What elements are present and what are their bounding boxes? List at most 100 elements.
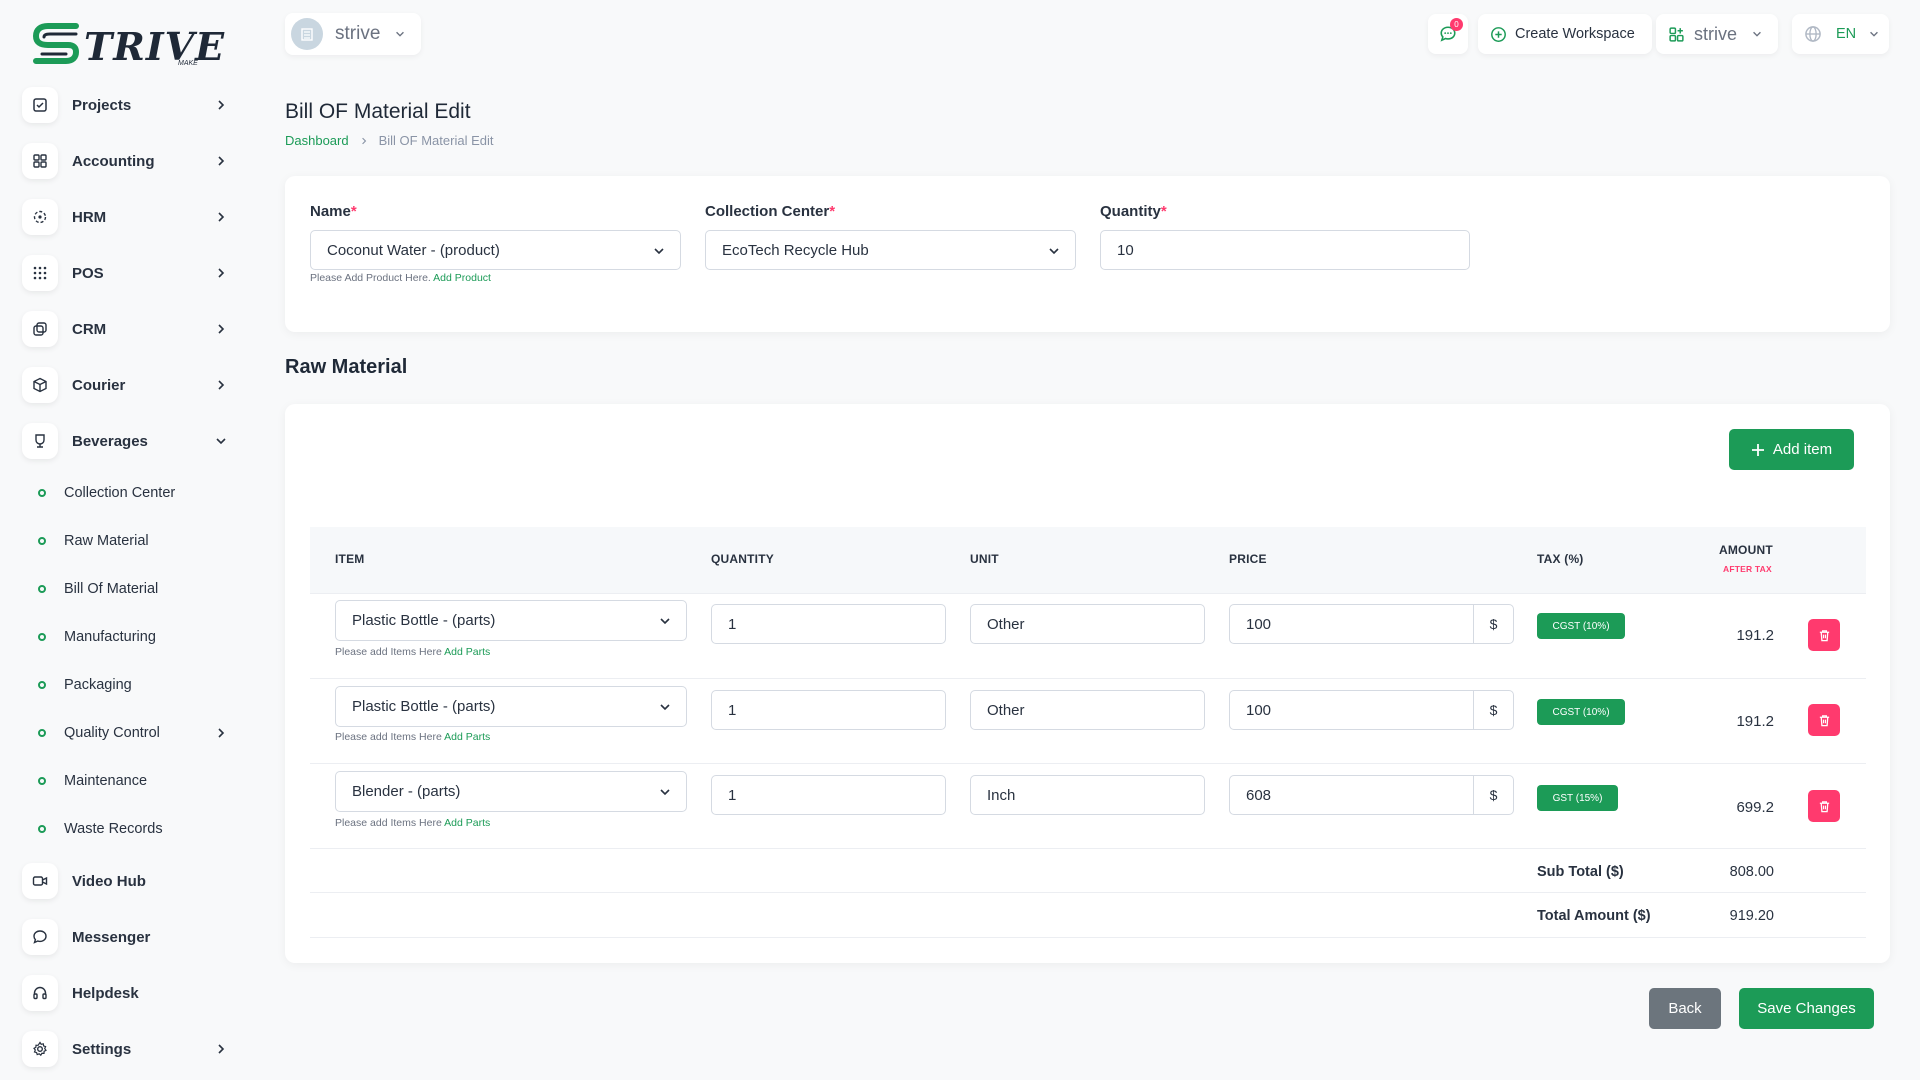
- sidebar-subitem-label: Collection Center: [64, 485, 176, 501]
- amount-value: 699.2: [1736, 799, 1774, 816]
- column-header-amount: AMOUNT: [1719, 543, 1773, 557]
- quantity-input[interactable]: 1: [711, 690, 946, 730]
- delete-row-button[interactable]: [1808, 619, 1840, 651]
- sidebar-item-beverages[interactable]: Beverages: [22, 419, 232, 463]
- save-changes-button[interactable]: Save Changes: [1739, 988, 1874, 1029]
- sidebar-subitem-manufacturing[interactable]: Manufacturing: [38, 622, 156, 652]
- sidebar-item-courier[interactable]: Courier: [22, 363, 232, 407]
- sidebar-item-pos[interactable]: POS: [22, 251, 232, 295]
- chevron-right-icon: [218, 1044, 225, 1054]
- workspace-switch-label: strive: [1694, 23, 1738, 44]
- delete-row-button[interactable]: [1808, 790, 1840, 822]
- add-parts-link[interactable]: Add Parts: [444, 817, 491, 829]
- sidebar-subitem-label: Manufacturing: [64, 629, 156, 645]
- back-button[interactable]: Back: [1649, 988, 1721, 1029]
- package-icon: [22, 367, 58, 403]
- chevron-down-icon: [1870, 31, 1879, 37]
- sidebar-subitem-bill-of-material[interactable]: Bill Of Material: [38, 574, 158, 604]
- chevron-right-icon: [361, 137, 366, 144]
- bullet-icon: [38, 489, 46, 497]
- layers-icon: [22, 311, 58, 347]
- sidebar-item-settings[interactable]: Settings: [22, 1027, 232, 1071]
- row-divider: [310, 763, 1866, 764]
- sidebar-subitem-collection-center[interactable]: Collection Center: [38, 478, 175, 508]
- check-square-icon: [22, 87, 58, 123]
- chevron-right-icon: [218, 324, 225, 334]
- chevron-right-icon: [218, 268, 225, 278]
- sidebar-item-projects[interactable]: Projects: [22, 83, 232, 127]
- sidebar-subitem-packaging[interactable]: Packaging: [38, 670, 132, 700]
- subtotal-value: 808.00: [1729, 864, 1774, 880]
- sidebar-item-label: Settings: [72, 1040, 132, 1058]
- quantity-input[interactable]: 1: [711, 775, 946, 815]
- workspace-selector[interactable]: strive: [285, 13, 421, 55]
- create-workspace-label: Create Workspace: [1515, 26, 1635, 42]
- app-logo[interactable]: TRIVE MAKE: [32, 20, 224, 72]
- message-icon: [22, 919, 58, 955]
- workspace-switch-dropdown[interactable]: strive: [1656, 14, 1778, 54]
- required-mark: *: [829, 203, 836, 220]
- apps-icon: [1669, 26, 1684, 42]
- add-product-link[interactable]: Add Product: [433, 272, 491, 284]
- unit-input[interactable]: Inch: [970, 775, 1205, 815]
- messages-button[interactable]: 0: [1428, 14, 1468, 54]
- sidebar-item-crm[interactable]: CRM: [22, 307, 232, 351]
- sidebar-item-accounting[interactable]: Accounting: [22, 139, 232, 183]
- quantity-input[interactable]: 1: [711, 604, 946, 644]
- item-select[interactable]: Plastic Bottle - (parts): [335, 600, 687, 641]
- sidebar-subitem-quality-control[interactable]: Quality Control: [38, 718, 228, 748]
- currency-addon: $: [1473, 691, 1513, 729]
- item-select[interactable]: Plastic Bottle - (parts): [335, 686, 687, 727]
- item-hint: Please add Items Here Add Parts: [335, 731, 490, 743]
- add-parts-link[interactable]: Add Parts: [444, 731, 491, 743]
- column-header-tax: TAX (%): [1537, 552, 1584, 566]
- sidebar-item-helpdesk[interactable]: Helpdesk: [22, 971, 232, 1015]
- price-input[interactable]: 608 $: [1229, 775, 1514, 815]
- chevron-right-icon: [218, 728, 225, 738]
- price-input[interactable]: 100 $: [1229, 690, 1514, 730]
- sidebar-item-video-hub[interactable]: Video Hub: [22, 859, 232, 903]
- quantity-value: 1: [728, 701, 737, 719]
- chevron-down-icon: [660, 789, 670, 796]
- item-hint-text: Please add Items Here: [335, 646, 442, 658]
- language-dropdown[interactable]: EN: [1792, 14, 1889, 54]
- item-select[interactable]: Blender - (parts): [335, 771, 687, 812]
- unit-input[interactable]: Other: [970, 604, 1205, 644]
- sidebar-item-label: Projects: [72, 96, 132, 114]
- sidebar-item-label: Messenger: [72, 928, 151, 946]
- sidebar-subitem-raw-material[interactable]: Raw Material: [38, 526, 149, 556]
- column-header-unit: UNIT: [970, 552, 999, 566]
- sidebar-item-label: Courier: [72, 376, 126, 394]
- logo-text: TRIVE: [84, 24, 226, 69]
- sidebar-item-messenger[interactable]: Messenger: [22, 915, 232, 959]
- add-parts-link[interactable]: Add Parts: [444, 646, 491, 658]
- breadcrumb-current: Bill OF Material Edit: [378, 133, 494, 148]
- quantity-input[interactable]: 10: [1100, 230, 1470, 270]
- name-select[interactable]: Coconut Water - (product): [310, 230, 681, 270]
- sidebar-subitem-maintenance[interactable]: Maintenance: [38, 766, 147, 796]
- workspace-name: strive: [335, 23, 381, 44]
- bullet-icon: [38, 681, 46, 689]
- quantity-value: 1: [728, 786, 737, 804]
- delete-row-button[interactable]: [1808, 704, 1840, 736]
- building-icon: [301, 28, 313, 41]
- workspace-avatar: [291, 18, 323, 50]
- breadcrumb-dashboard-link[interactable]: Dashboard: [285, 133, 349, 148]
- sidebar-item-hrm[interactable]: HRM: [22, 195, 232, 239]
- row-divider: [310, 892, 1866, 893]
- chevron-down-icon: [660, 704, 670, 711]
- price-input[interactable]: 100 $: [1229, 604, 1514, 644]
- create-workspace-button[interactable]: Create Workspace: [1478, 14, 1652, 54]
- logo-subtext: MAKE: [178, 60, 198, 67]
- total-amount-label: Total Amount ($): [1537, 908, 1651, 924]
- unit-value: Inch: [987, 786, 1016, 804]
- collection-center-select[interactable]: EcoTech Recycle Hub: [705, 230, 1076, 270]
- sidebar: TRIVE MAKE Projects Accounting HRM POS: [0, 0, 260, 1080]
- collection-center-label: Collection Center*: [705, 203, 835, 220]
- item-select-value: Plastic Bottle - (parts): [352, 612, 496, 629]
- unit-input[interactable]: Other: [970, 690, 1205, 730]
- add-item-button[interactable]: Add item: [1729, 429, 1854, 470]
- row-divider: [310, 593, 1866, 594]
- sidebar-subitem-waste-records[interactable]: Waste Records: [38, 814, 163, 844]
- chevron-down-icon: [660, 618, 670, 625]
